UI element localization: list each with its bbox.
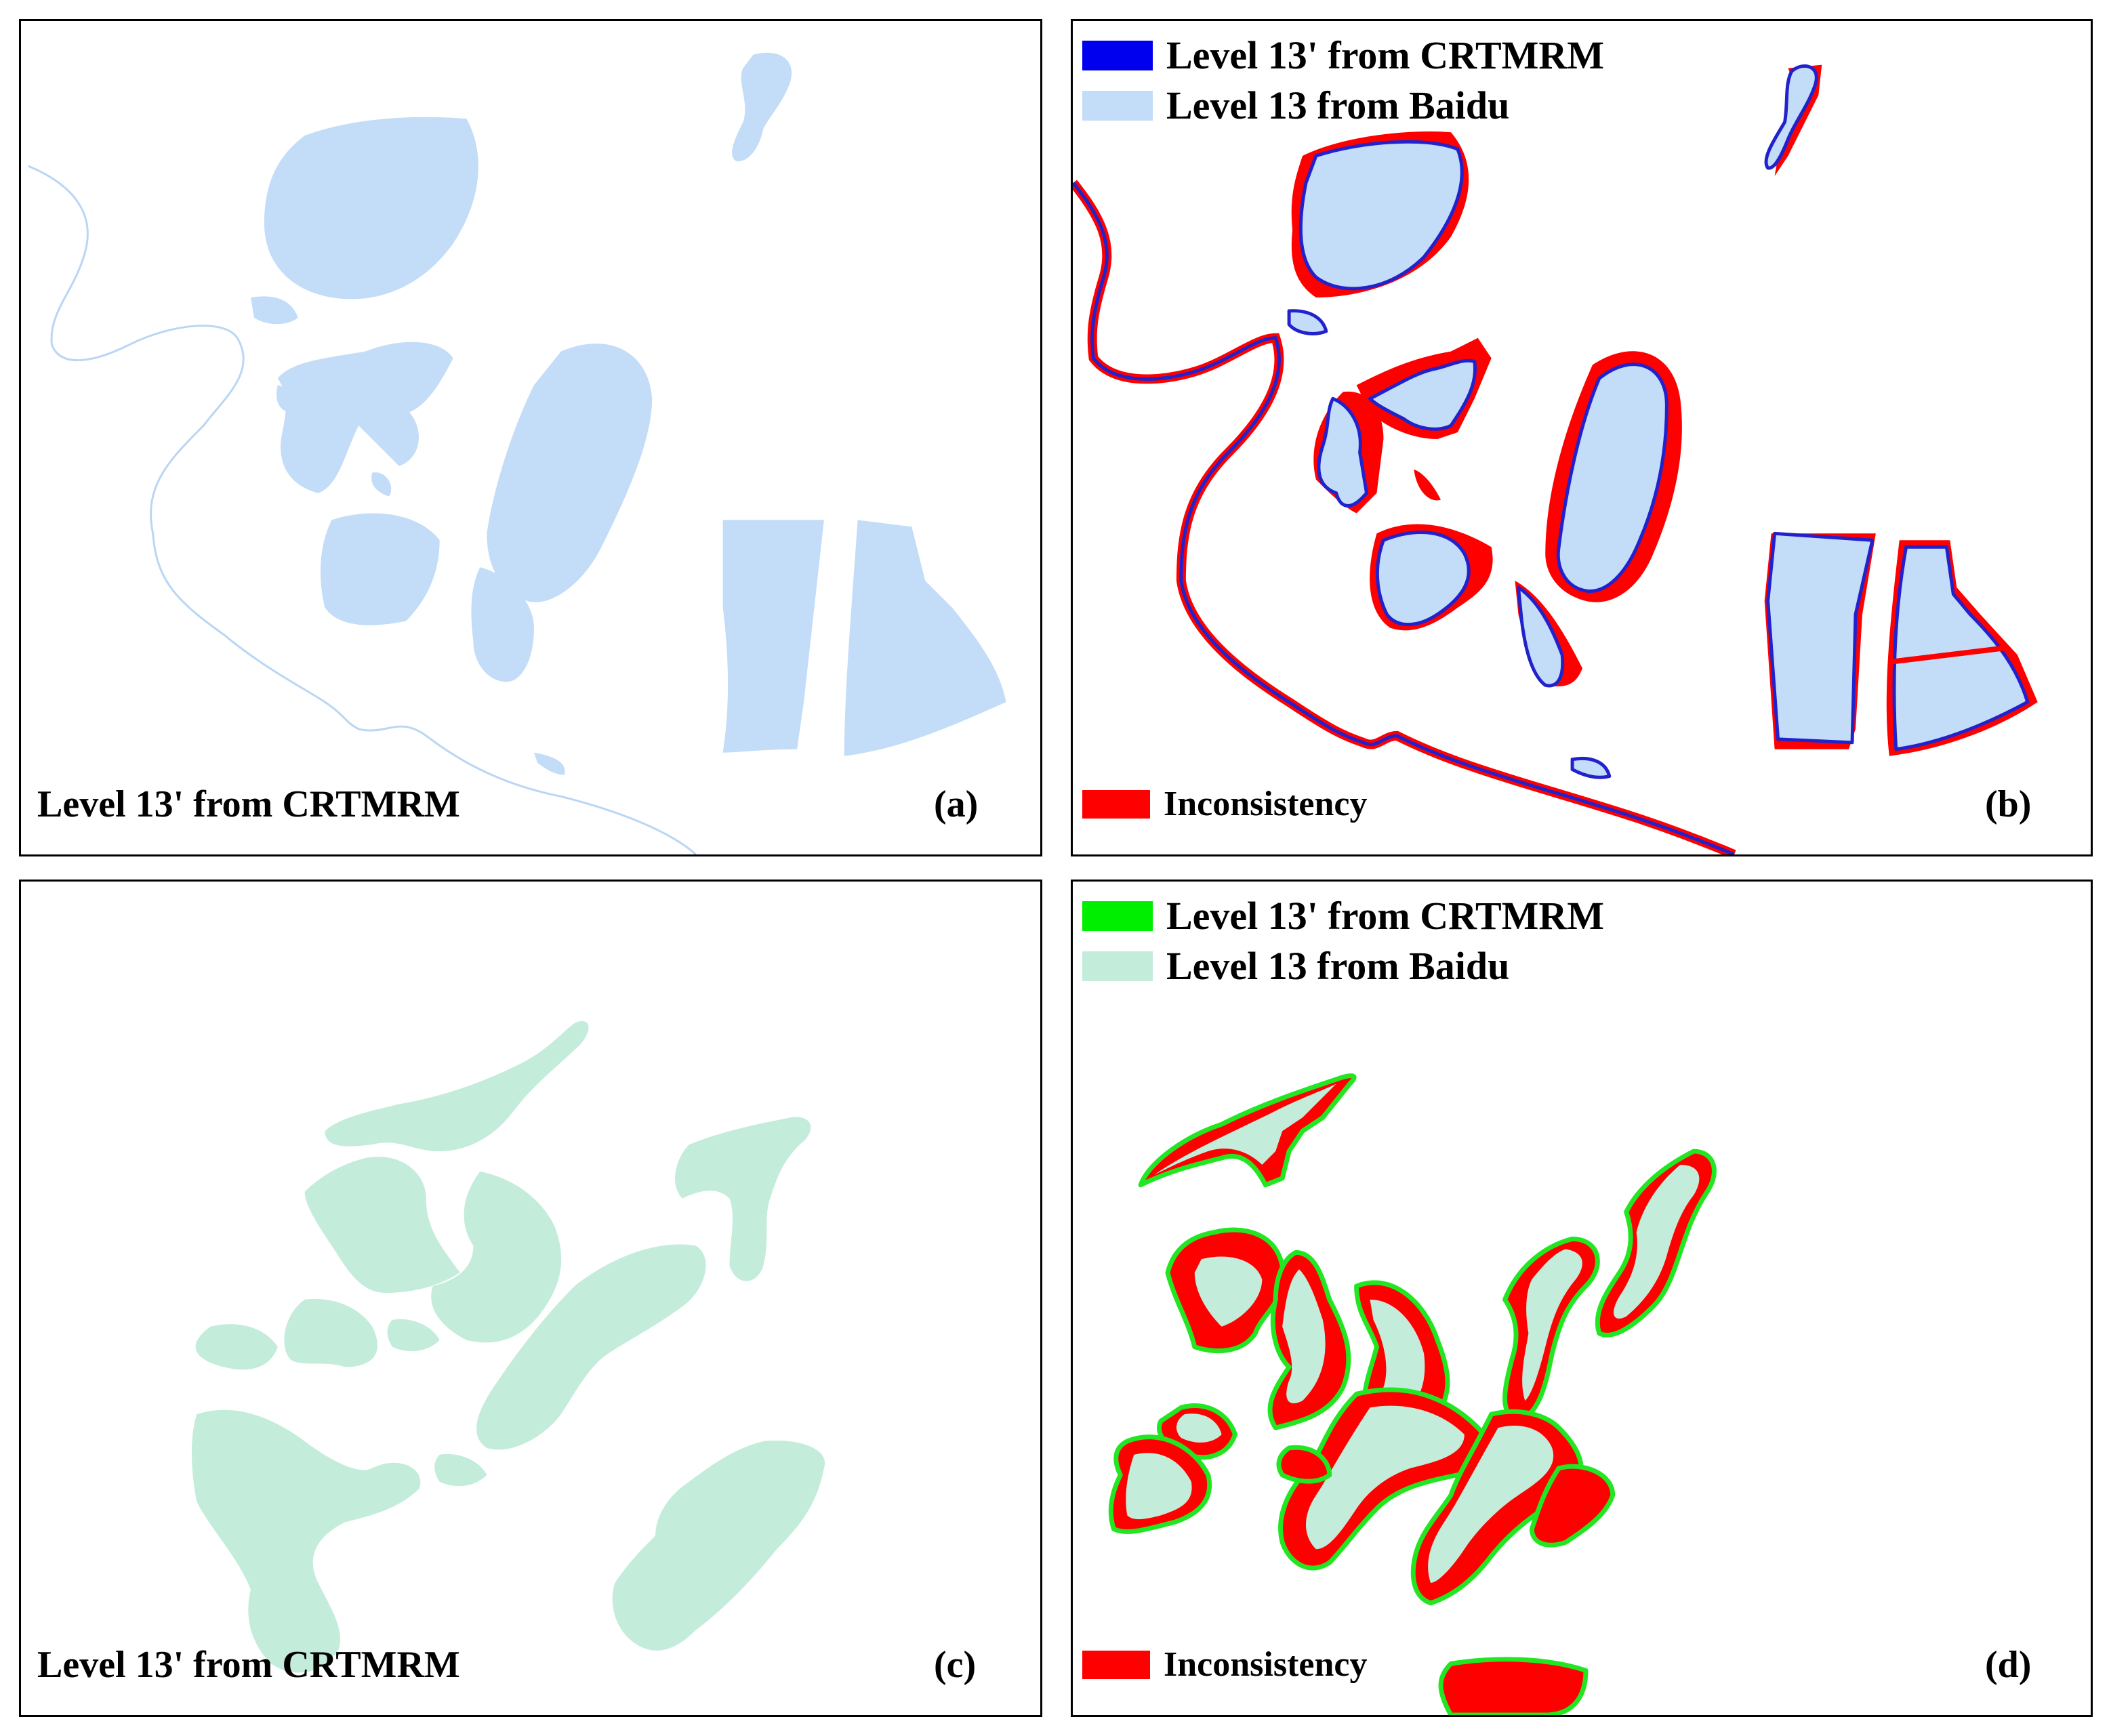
comparison-map-b (1073, 64, 2038, 854)
river-line (1073, 182, 1735, 854)
legend-label-baidu: Level 13 from Baidu (1166, 944, 1510, 988)
legend-label-crtmrm: Level 13' from CRTMRM (1166, 894, 1605, 938)
swatch-green-outline (1082, 901, 1153, 931)
panel-b: Level 13' from CRTMRM Level 13 from Baid… (1071, 19, 2093, 856)
inconsistency-label-b: Inconsistency (1164, 785, 1368, 823)
swatch-red (1082, 1651, 1150, 1679)
panel-b-id: (b) (1985, 783, 2032, 825)
legend-item-baidu: Level 13 from Baidu (1082, 941, 1604, 991)
legend-label-baidu: Level 13 from Baidu (1166, 83, 1510, 127)
panel-a: Level 13' from CRTMRM (a) (19, 19, 1042, 856)
panel-c-id: (c) (934, 1644, 977, 1686)
legend-label-crtmrm: Level 13' from CRTMRM (1166, 33, 1605, 77)
panel-d-id: (d) (1985, 1644, 2032, 1686)
swatch-lightblue-fill (1082, 91, 1153, 121)
swatch-red (1082, 790, 1150, 819)
panel-d: Level 13' from CRTMRM Level 13 from Baid… (1071, 880, 2093, 1717)
legend-item-crtmrm: Level 13' from CRTMRM (1082, 30, 1604, 81)
legend-d: Level 13' from CRTMRM Level 13 from Baid… (1082, 891, 1604, 991)
legend-item-baidu: Level 13 from Baidu (1082, 81, 1604, 131)
legend-inconsistency-b: Inconsistency (1082, 787, 1367, 822)
inconsistency-label-d: Inconsistency (1164, 1645, 1368, 1684)
legend-inconsistency-d: Inconsistency (1082, 1647, 1367, 1682)
panel-a-label: Level 13' from CRTMRM (37, 783, 460, 825)
water-map-a (28, 52, 1006, 854)
water-bodies-b (1287, 64, 2038, 779)
vegetation-patches (191, 1020, 825, 1673)
swatch-blue-outline (1082, 41, 1153, 70)
panel-a-id: (a) (934, 783, 979, 825)
vegetation-comparison (1108, 1073, 1717, 1715)
legend-item-crtmrm: Level 13' from CRTMRM (1082, 891, 1604, 941)
legend-b: Level 13' from CRTMRM Level 13 from Baid… (1082, 30, 1604, 131)
panel-c: Level 13' from CRTMRM (c) (19, 880, 1042, 1717)
vegetation-map-c (191, 1020, 825, 1673)
water-bodies (251, 52, 1006, 775)
river-line (28, 165, 697, 854)
swatch-lightgreen-fill (1082, 951, 1153, 981)
comparison-map-d (1108, 1073, 1717, 1715)
panel-c-label: Level 13' from CRTMRM (37, 1644, 460, 1686)
